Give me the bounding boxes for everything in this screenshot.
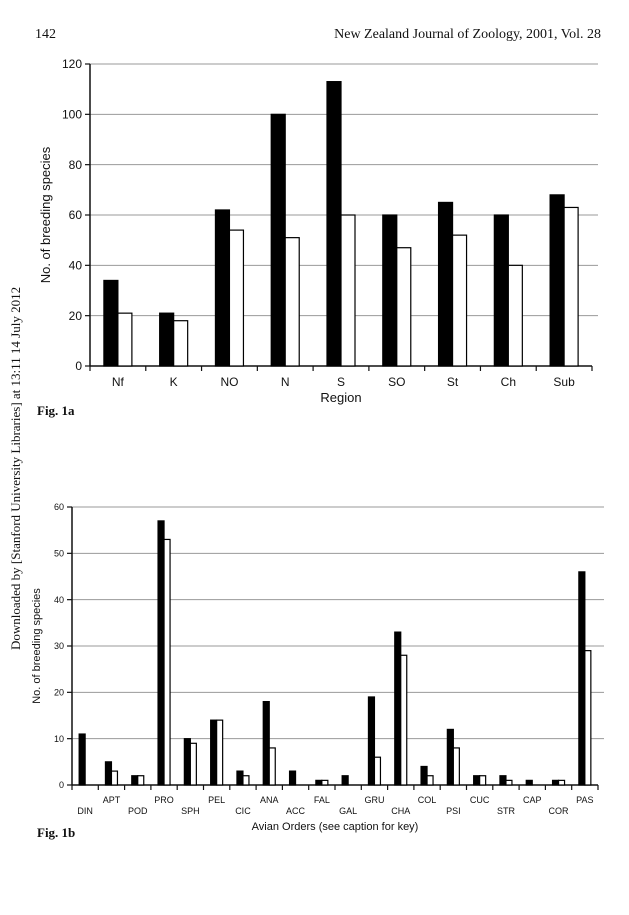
bar-open-pel [216,719,224,786]
y-tick-label: 120 [62,57,82,71]
y-tick-label: 100 [62,108,82,122]
y-tick-label: 80 [69,158,83,172]
x-category-label: NO [220,375,238,389]
x-category-label: Sub [553,375,575,389]
x-category-label: Ch [501,375,516,389]
bar-filled-fal [315,779,323,786]
bar-filled-pod [131,775,139,786]
bar-filled-apt [104,761,113,786]
bar-filled-acc [288,770,297,786]
y-tick-label: 50 [54,548,64,558]
bar-open-sph [189,742,197,786]
bar-open-st [451,234,468,367]
x-category-label: SO [388,375,405,389]
x-category-label: ANA [260,795,279,805]
x-category-label: PAS [576,795,593,805]
bar-open-ana [268,747,276,786]
bar-filled-cic [236,770,244,786]
bar-open-gru [373,756,382,786]
page-number: 142 [35,27,56,42]
y-tick-label: 30 [54,641,64,651]
x-category-label: GRU [364,795,384,805]
bar-open-no [228,229,245,367]
fig-1a-label: Fig. 1a [37,403,75,418]
bar-filled-cuc [473,775,481,786]
y-tick-label: 20 [54,687,64,697]
x-category-label: PEL [208,795,225,805]
x-category-label: N [281,375,290,389]
x-category-label: SPH [181,806,200,816]
x-category-label: POD [128,806,148,816]
x-category-label: COR [549,806,570,816]
bar-open-psi [452,747,460,786]
bar-filled-ana [262,700,270,786]
y-tick-label: 60 [69,208,83,222]
x-category-label: St [447,375,459,389]
x-category-label: FAL [314,795,330,805]
bar-open-cuc [479,775,487,786]
x-category-label: DIN [77,806,93,816]
bar-filled-pas [578,571,586,786]
bar-open-s [340,214,356,367]
journal-citation: New Zealand Journal of Zoology, 2001, Vo… [334,27,601,42]
x-category-label: S [337,375,345,389]
x-category-label: CAP [523,795,542,805]
x-category-label: ACC [286,806,306,816]
y-axis-title: No. of breeding species [31,588,43,704]
bar-filled-cha [394,631,402,786]
x-category-label: CHA [391,806,410,816]
bar-open-pas [584,650,592,786]
bar-open-fal [321,779,329,786]
bar-filled-cap [525,779,533,786]
bar-open-pod [137,775,145,786]
x-category-label: K [170,375,178,389]
bar-filled-psi [446,728,454,786]
bar-open-cor [557,779,566,786]
x-axis-title: Avian Orders (see caption for key) [252,821,419,833]
bar-open-cic [242,775,250,786]
y-axis-title: No. of breeding species [38,146,53,283]
bar-open-sub [563,206,579,367]
bar-open-k [173,320,189,367]
x-category-label: Nf [112,375,125,389]
bar-open-nf [117,312,133,367]
bar-open-n [284,237,300,367]
bar-filled-sph [183,738,191,786]
bar-filled-din [78,733,86,786]
y-tick-label: 60 [54,502,64,512]
bar-open-ch [507,264,523,367]
x-category-label: STR [497,806,516,816]
x-category-label: PSI [446,806,461,816]
bar-open-str [505,779,513,786]
x-category-label: GAL [339,806,357,816]
bar-open-col [426,775,434,786]
x-category-label: CUC [470,795,490,805]
x-category-label: APT [103,795,121,805]
bar-filled-pel [210,719,218,786]
x-category-label: COL [418,795,437,805]
bar-filled-str [499,775,507,786]
y-tick-label: 0 [59,780,64,790]
bar-filled-pro [157,520,165,786]
bar-filled-gal [341,775,349,786]
x-category-label: PRO [154,795,174,805]
bar-open-so [396,247,412,367]
bar-filled-gru [367,696,376,786]
bar-filled-col [420,765,428,786]
y-tick-label: 10 [54,734,64,744]
bar-open-apt [110,770,119,786]
x-axis-title: Region [320,390,361,405]
bar-open-cha [400,654,408,786]
y-tick-label: 0 [75,359,82,373]
y-tick-label: 20 [69,309,83,323]
fig-1b-label: Fig. 1b [37,825,76,840]
y-tick-label: 40 [54,595,64,605]
x-category-label: CIC [235,806,251,816]
bar-filled-cor [551,779,560,786]
y-tick-label: 40 [69,259,83,273]
bar-open-pro [163,538,171,786]
